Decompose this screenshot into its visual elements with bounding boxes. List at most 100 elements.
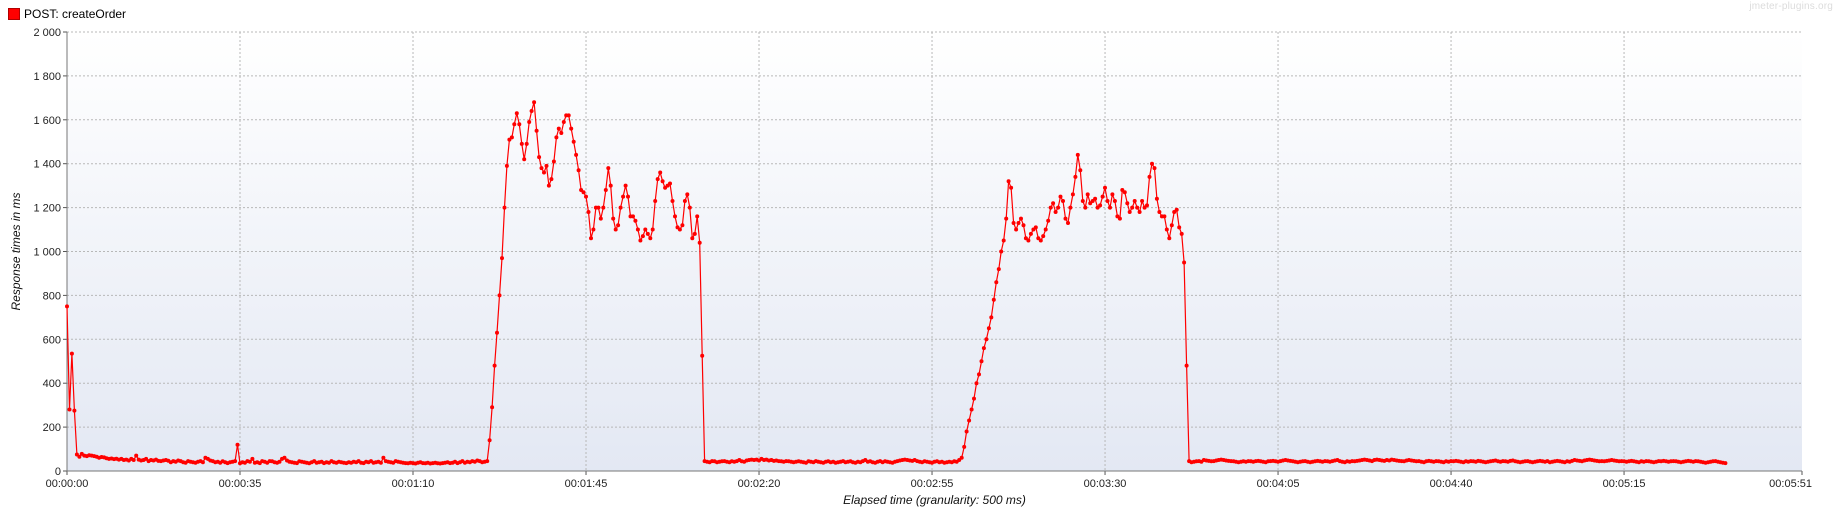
data-point xyxy=(235,442,240,447)
y-tick-label: 0 xyxy=(55,466,61,478)
data-point xyxy=(1058,194,1063,199)
data-point xyxy=(1075,152,1080,157)
data-point xyxy=(1033,225,1038,230)
data-point xyxy=(250,456,255,461)
data-point xyxy=(1051,201,1056,206)
data-point xyxy=(613,227,618,232)
data-point xyxy=(640,234,645,239)
data-point xyxy=(1038,238,1043,243)
y-tick-label: 600 xyxy=(43,334,61,346)
data-point xyxy=(1174,207,1179,212)
data-point xyxy=(522,157,527,162)
data-point xyxy=(690,236,695,241)
data-point xyxy=(495,330,499,335)
x-tick-label: 00:02:20 xyxy=(738,478,781,490)
data-point xyxy=(1112,199,1117,203)
x-tick-label: 00:00:35 xyxy=(219,478,262,490)
data-point xyxy=(1053,210,1058,214)
data-point xyxy=(131,458,136,462)
data-point xyxy=(1723,461,1728,466)
data-point xyxy=(1093,196,1098,201)
data-point xyxy=(1152,166,1157,171)
data-point xyxy=(1048,205,1053,210)
y-tick-label: 400 xyxy=(43,378,61,390)
data-point xyxy=(1041,234,1046,239)
data-point xyxy=(556,126,561,131)
data-point xyxy=(566,113,571,118)
data-point xyxy=(378,460,383,465)
data-point xyxy=(1130,205,1135,210)
data-point xyxy=(502,205,507,210)
data-point xyxy=(1070,192,1075,197)
data-point xyxy=(1154,196,1159,201)
data-point xyxy=(1117,216,1122,221)
data-point xyxy=(517,122,522,127)
data-point xyxy=(611,216,616,221)
data-point xyxy=(991,297,996,302)
data-point xyxy=(695,214,700,219)
data-point xyxy=(668,181,672,186)
data-point xyxy=(509,135,514,140)
legend-label: POST: createOrder xyxy=(24,7,127,21)
data-point xyxy=(1085,192,1090,197)
data-point xyxy=(700,353,705,358)
y-tick-label: 800 xyxy=(43,290,61,302)
data-point xyxy=(653,199,658,203)
data-point xyxy=(537,155,542,160)
data-point xyxy=(490,405,495,410)
data-point xyxy=(381,455,386,460)
data-point xyxy=(1006,179,1011,184)
data-point xyxy=(1103,185,1107,190)
data-point xyxy=(999,249,1004,254)
data-point xyxy=(589,236,593,241)
data-point xyxy=(1167,236,1172,241)
data-point xyxy=(492,363,497,368)
x-tick-label: 00:05:51 xyxy=(1769,478,1812,490)
data-point xyxy=(633,218,638,223)
data-point xyxy=(1028,231,1033,236)
data-point xyxy=(989,315,994,320)
data-point xyxy=(512,122,517,127)
data-point xyxy=(1145,203,1149,208)
data-point xyxy=(1019,216,1023,221)
data-point xyxy=(571,139,576,144)
data-point xyxy=(658,170,663,175)
data-point xyxy=(687,205,692,210)
data-point xyxy=(277,459,282,464)
data-point xyxy=(1135,205,1140,210)
data-point xyxy=(967,418,972,423)
x-tick-label: 00:01:45 xyxy=(565,478,608,490)
y-tick-label: 1 800 xyxy=(33,71,61,83)
legend: POST: createOrder xyxy=(8,5,126,23)
data-point xyxy=(962,444,967,449)
data-point xyxy=(621,194,626,199)
x-tick-label: 00:00:00 xyxy=(46,478,89,490)
data-point xyxy=(1110,192,1115,197)
data-point xyxy=(977,372,981,377)
data-point xyxy=(631,214,635,219)
data-point xyxy=(626,194,630,199)
data-point xyxy=(584,194,588,199)
data-point xyxy=(1021,223,1026,228)
data-point xyxy=(497,293,502,298)
data-point xyxy=(77,454,82,459)
y-tick-label: 1 600 xyxy=(33,115,61,127)
data-point xyxy=(1164,227,1169,232)
data-point xyxy=(616,223,621,228)
data-point xyxy=(504,163,509,168)
data-point xyxy=(1061,199,1065,203)
data-point xyxy=(692,231,697,236)
data-point xyxy=(1169,223,1174,228)
data-point xyxy=(1150,161,1154,166)
data-point xyxy=(529,109,534,113)
data-point xyxy=(645,231,650,236)
data-point xyxy=(1026,238,1031,243)
data-point xyxy=(1066,221,1070,225)
data-point xyxy=(685,192,690,197)
data-point xyxy=(1016,221,1021,225)
data-point xyxy=(559,131,564,135)
data-point xyxy=(1080,199,1085,203)
data-point xyxy=(554,135,559,140)
data-point xyxy=(964,429,969,434)
data-point xyxy=(1014,227,1019,232)
